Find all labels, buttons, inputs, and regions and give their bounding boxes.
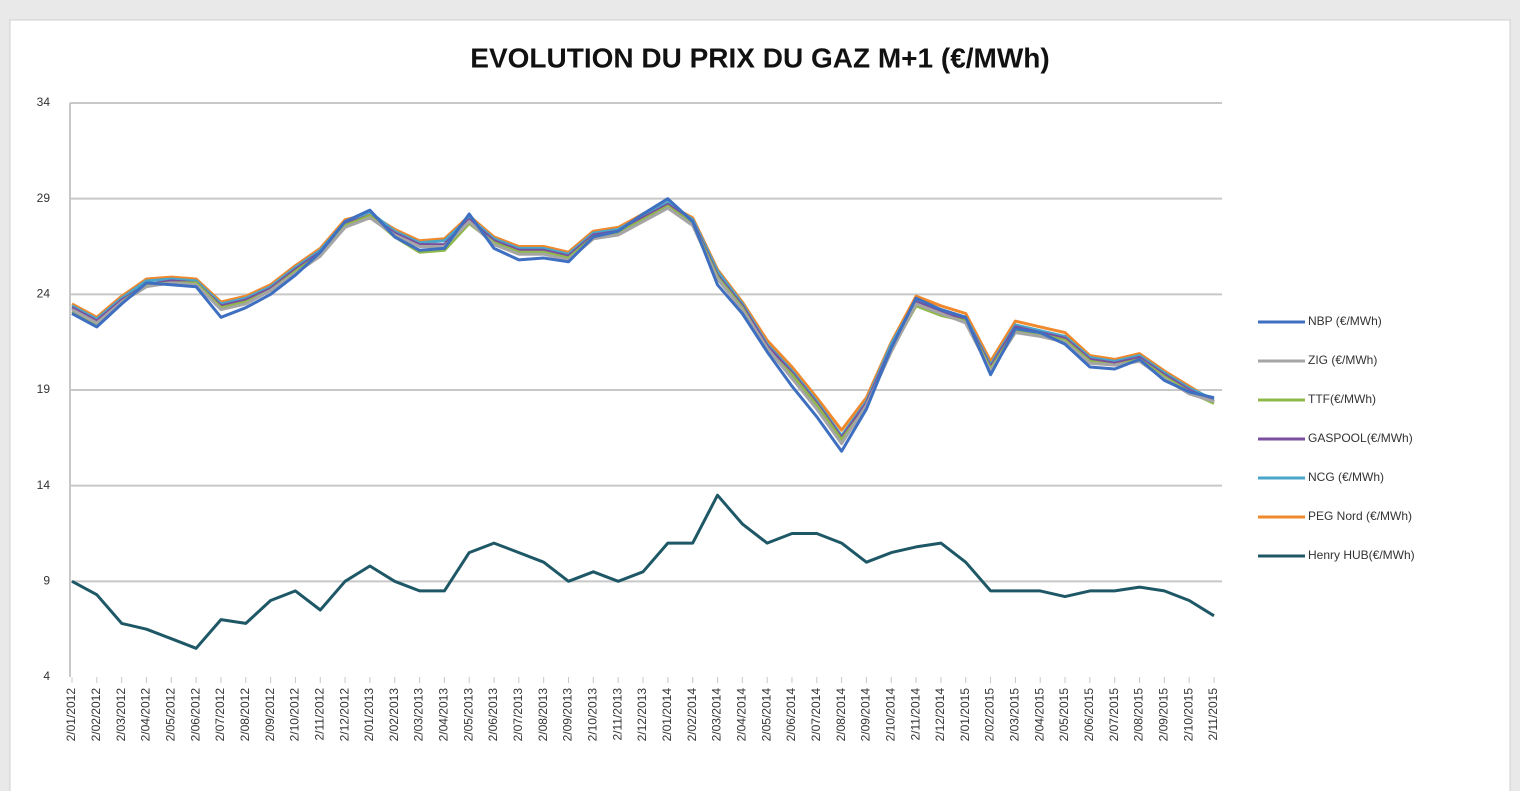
x-tick-label: 2/07/2015 [1107, 688, 1121, 742]
series-line [71, 493, 1215, 650]
x-tick-label: 2/09/2013 [561, 688, 575, 742]
legend-label: GASPOOL(€/MWh) [1308, 431, 1413, 445]
x-tick-label: 2/08/2015 [1132, 688, 1146, 742]
x-tick-label: 2/03/2013 [412, 688, 426, 742]
x-tick-label: 2/10/2012 [288, 688, 302, 742]
x-tick-label: 2/07/2012 [213, 688, 227, 742]
y-tick-label: 19 [37, 382, 51, 396]
x-tick-label: 2/11/2015 [1206, 688, 1220, 741]
x-tick-label: 2/05/2014 [759, 688, 773, 742]
legend-label: NBP (€/MWh) [1308, 314, 1382, 328]
x-tick-label: 2/12/2013 [635, 688, 649, 742]
series-line [71, 197, 1215, 453]
chart-panel [9, 19, 1511, 791]
x-tick-label: 2/06/2012 [188, 688, 202, 742]
series-line [71, 206, 1215, 446]
x-tick-label: 2/12/2012 [337, 688, 351, 742]
x-tick-label: 2/07/2014 [809, 688, 823, 742]
y-tick-label: 9 [43, 574, 50, 588]
x-tick-label: 2/04/2012 [139, 688, 153, 742]
x-tick-label: 2/09/2014 [859, 688, 873, 742]
x-tick-label: 2/05/2012 [163, 688, 177, 742]
x-tick-label: 2/06/2014 [784, 688, 798, 742]
x-tick-label: 2/10/2013 [586, 688, 600, 742]
legend-label: TTF(€/MWh) [1308, 392, 1376, 406]
x-tick-label: 2/04/2014 [734, 688, 748, 742]
legend-label: ZIG (€/MWh) [1308, 353, 1377, 367]
chart-title: EVOLUTION DU PRIX DU GAZ M+1 (€/MWh) [470, 42, 1049, 73]
x-tick-label: 2/04/2015 [1032, 688, 1046, 742]
x-tick-label: 2/02/2014 [685, 688, 699, 742]
x-tick-label: 2/11/2012 [312, 688, 326, 741]
x-tick-label: 2/03/2012 [114, 688, 128, 742]
legend-label: PEG Nord (€/MWh) [1308, 509, 1412, 523]
series-line [71, 201, 1215, 438]
y-tick-label: 4 [43, 669, 50, 683]
x-tick-label: 2/01/2014 [660, 688, 674, 742]
x-tick-label: 2/10/2015 [1181, 688, 1195, 742]
x-tick-label: 2/03/2015 [1008, 688, 1022, 742]
y-tick-label: 29 [37, 191, 51, 205]
x-tick-label: 2/07/2013 [511, 688, 525, 742]
x-tick-label: 2/08/2013 [536, 688, 550, 742]
x-tick-label: 2/02/2012 [89, 688, 103, 742]
x-tick-label: 2/03/2014 [710, 688, 724, 742]
x-tick-label: 2/01/2012 [64, 688, 78, 742]
y-tick-label: 34 [37, 95, 51, 109]
x-tick-label: 2/09/2015 [1157, 688, 1171, 742]
x-tick-label: 2/01/2015 [958, 688, 972, 742]
x-tick-label: 2/05/2015 [1057, 688, 1071, 742]
x-tick-label: 2/04/2013 [437, 688, 451, 742]
x-tick-label: 2/11/2013 [610, 688, 624, 741]
x-tick-label: 2/06/2013 [486, 688, 500, 742]
x-tick-label: 2/12/2014 [933, 688, 947, 742]
x-tick-label: 2/01/2013 [362, 688, 376, 742]
x-tick-label: 2/09/2012 [263, 688, 277, 742]
x-tick-label: 2/06/2015 [1082, 688, 1096, 742]
y-tick-label: 24 [37, 287, 51, 301]
x-tick-label: 2/05/2013 [461, 688, 475, 742]
x-tick-label: 2/08/2014 [834, 688, 848, 742]
x-tick-label: 2/02/2013 [387, 688, 401, 742]
x-tick-label: 2/02/2015 [983, 688, 997, 742]
x-tick-label: 2/10/2014 [883, 688, 897, 742]
legend-label: Henry HUB(€/MWh) [1308, 548, 1415, 562]
y-tick-label: 14 [37, 478, 51, 492]
legend-label: NCG (€/MWh) [1308, 470, 1384, 484]
x-tick-label: 2/11/2014 [908, 688, 922, 741]
x-tick-label: 2/08/2012 [238, 688, 252, 742]
